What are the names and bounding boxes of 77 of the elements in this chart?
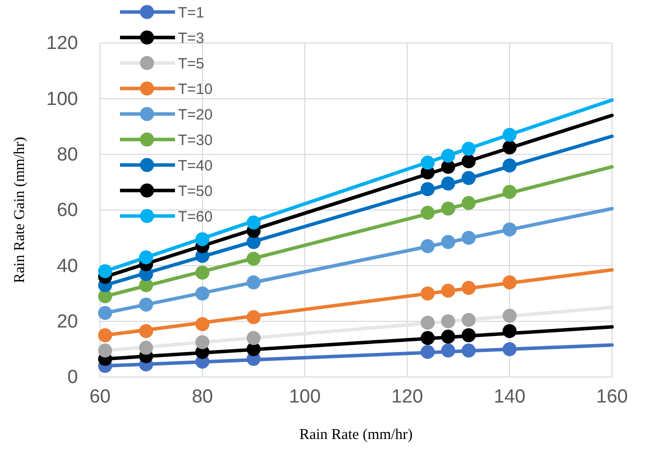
- point: [420, 239, 435, 254]
- point: [502, 222, 517, 236]
- y-tick-label: 0: [67, 367, 78, 388]
- point: [195, 335, 210, 350]
- point: [441, 314, 456, 328]
- point: [441, 160, 456, 174]
- point: [195, 266, 210, 280]
- point: [462, 312, 476, 327]
- y-tick-label: 40: [56, 256, 78, 277]
- point: [195, 317, 210, 332]
- point: [139, 324, 154, 338]
- legend-label: T=3: [178, 30, 204, 47]
- point: [246, 216, 261, 230]
- y-tick-label: 120: [46, 33, 78, 54]
- legend-label: T=10: [178, 80, 213, 98]
- point: [462, 154, 476, 168]
- point: [502, 140, 517, 154]
- legend-label: T=20: [178, 106, 213, 124]
- legend-label: T=1: [178, 4, 204, 22]
- point: [441, 330, 456, 344]
- y-axis-title: Rain Rate Gain (mm/hr): [12, 136, 28, 284]
- point: [502, 324, 517, 338]
- point: [420, 182, 435, 196]
- x-tick-label: 80: [192, 386, 213, 408]
- point: [502, 308, 517, 323]
- point: [420, 156, 435, 170]
- point: [502, 158, 517, 172]
- point: [502, 275, 517, 290]
- x-tick-label: 60: [89, 386, 111, 408]
- y-tick-label: 20: [56, 311, 78, 332]
- point: [98, 328, 112, 342]
- y-tick-label: 60: [56, 200, 78, 222]
- point: [441, 235, 456, 250]
- point: [462, 170, 476, 185]
- point: [462, 280, 476, 295]
- x-tick-label: 140: [494, 386, 526, 408]
- point: [462, 230, 476, 245]
- point: [420, 331, 435, 346]
- point: [441, 284, 456, 298]
- point: [462, 142, 476, 156]
- x-tick-label: 160: [596, 386, 628, 408]
- point: [98, 306, 112, 320]
- point: [420, 316, 435, 330]
- point: [441, 202, 456, 216]
- point: [246, 331, 261, 346]
- point: [420, 206, 435, 220]
- point: [195, 232, 210, 246]
- x-tick-label: 100: [288, 386, 321, 408]
- point: [246, 252, 261, 266]
- legend-label: T=5: [178, 55, 204, 72]
- point: [139, 340, 154, 355]
- point: [98, 264, 112, 278]
- y-tick-label: 100: [46, 88, 78, 110]
- point: [195, 286, 210, 300]
- point: [246, 275, 261, 290]
- point: [246, 310, 261, 324]
- legend-label: T=60: [178, 208, 213, 226]
- x-axis-title: Rain Rate (mm/hr): [299, 427, 413, 443]
- point: [502, 342, 517, 356]
- point: [502, 128, 517, 142]
- point: [441, 176, 456, 191]
- point: [420, 344, 435, 359]
- point: [462, 344, 476, 358]
- point: [441, 344, 456, 358]
- point: [441, 148, 456, 163]
- point: [139, 250, 154, 264]
- point: [462, 196, 476, 210]
- legend-label: T=50: [178, 182, 213, 200]
- point: [502, 184, 517, 199]
- point: [420, 286, 435, 300]
- point: [98, 344, 112, 358]
- legend-label: T=40: [178, 157, 213, 174]
- y-tick-label: 80: [56, 144, 78, 166]
- x-tick-label: 120: [391, 386, 424, 408]
- point: [462, 328, 476, 342]
- point: [139, 298, 154, 312]
- legend-label: T=30: [178, 132, 213, 149]
